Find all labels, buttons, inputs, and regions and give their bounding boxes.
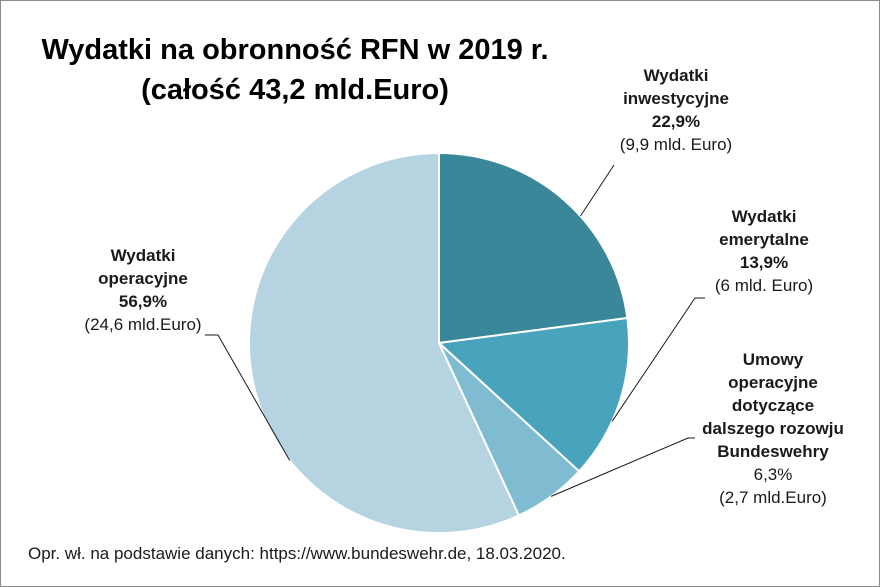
label-contracts-amount: (2,7 mld.Euro) [719, 488, 827, 507]
label-investment-name1: Wydatki [643, 66, 709, 85]
label-pension-name2: emerytalne [719, 230, 809, 249]
label-pension-percent: 13,9% [739, 253, 789, 272]
slice-investment [438, 151, 629, 345]
label-pension-name1: Wydatki [731, 207, 797, 226]
slice-operational [248, 151, 521, 534]
label-contracts-name5: Bundeswehry [717, 442, 829, 461]
label-investment-amount: (9,9 mld. Euro) [619, 135, 733, 154]
chart-title-line2: (całość 43,2 mld.Euro) [141, 74, 449, 106]
label-pension: Wydatki emerytalne 13,9% (6 mld. Euro) [684, 205, 844, 297]
label-operational-name1: Wydatki [110, 246, 176, 265]
label-investment-name2: inwestycyjne [623, 89, 729, 108]
slice-pension [436, 316, 630, 473]
label-investment: Wydatki inwestycyjne 22,9% (9,9 mld. Eur… [596, 64, 756, 156]
label-operational-name2: operacyjne [98, 269, 188, 288]
label-contracts-name3: dotyczące [731, 396, 815, 415]
label-contracts-name1: Umowy [742, 350, 804, 369]
label-operational-amount: (24,6 mld.Euro) [84, 315, 202, 334]
leader-investment [579, 164, 615, 217]
chart-title: Wydatki na obronność RFN w 2019 r. (cało… [0, 30, 590, 110]
label-pension-amount: (6 mld. Euro) [714, 276, 814, 295]
label-contracts-name4: dalszego rozowju [702, 419, 844, 438]
leader-pension [611, 297, 705, 422]
label-operational-contracts: Umowy operacyjne dotyczące dalszego rozo… [678, 348, 868, 509]
label-contracts-name2: operacyjne [728, 373, 818, 392]
source-note: Opr. wł. na podstawie danych: https://ww… [28, 544, 566, 563]
leader-operational [205, 334, 291, 461]
chart-title-line1: Wydatki na obronność RFN w 2019 r. [41, 34, 549, 66]
leader-operational-contracts [550, 437, 695, 497]
label-investment-percent: 22,9% [651, 112, 701, 131]
label-contracts-percent: 6,3% [753, 465, 793, 484]
label-operational-percent: 56,9% [118, 292, 168, 311]
label-operational: Wydatki operacyjne 56,9% (24,6 mld.Euro) [68, 244, 218, 336]
